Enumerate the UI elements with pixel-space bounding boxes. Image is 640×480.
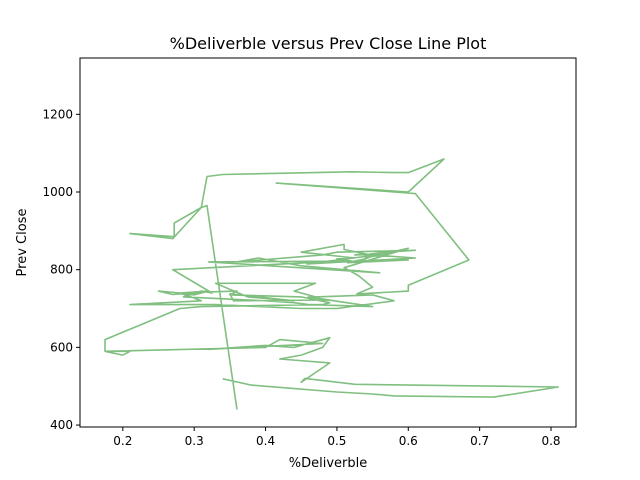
y-tick-label: 800	[50, 263, 73, 277]
x-tick-label: 0.3	[185, 434, 204, 448]
y-axis: 400 600 800 1000 1200	[42, 107, 80, 432]
chart-title: %Deliverble versus Prev Close Line Plot	[170, 34, 487, 53]
x-tick-label: 0.7	[470, 434, 489, 448]
x-tick-label: 0.2	[113, 434, 132, 448]
series-line	[104, 158, 560, 410]
y-tick-label: 600	[50, 340, 73, 354]
x-axis: 0.2 0.3 0.4 0.5 0.6 0.7 0.8	[113, 427, 561, 448]
plot-area: 0.2 0.3 0.4 0.5 0.6 0.7 0.8 400 600 800 1000 1200	[42, 57, 577, 448]
series-layer	[104, 158, 560, 410]
plot-frame	[79, 57, 577, 428]
y-axis-label: Prev Close	[15, 209, 30, 277]
y-tick-label: 400	[50, 418, 73, 432]
x-axis-label: %Deliverble	[289, 456, 367, 471]
x-tick-label: 0.5	[327, 434, 346, 448]
y-tick-label: 1200	[42, 107, 73, 121]
x-tick-label: 0.8	[541, 434, 560, 448]
x-tick-label: 0.6	[399, 434, 418, 448]
y-tick-label: 1000	[42, 185, 73, 199]
x-tick-label: 0.4	[256, 434, 275, 448]
